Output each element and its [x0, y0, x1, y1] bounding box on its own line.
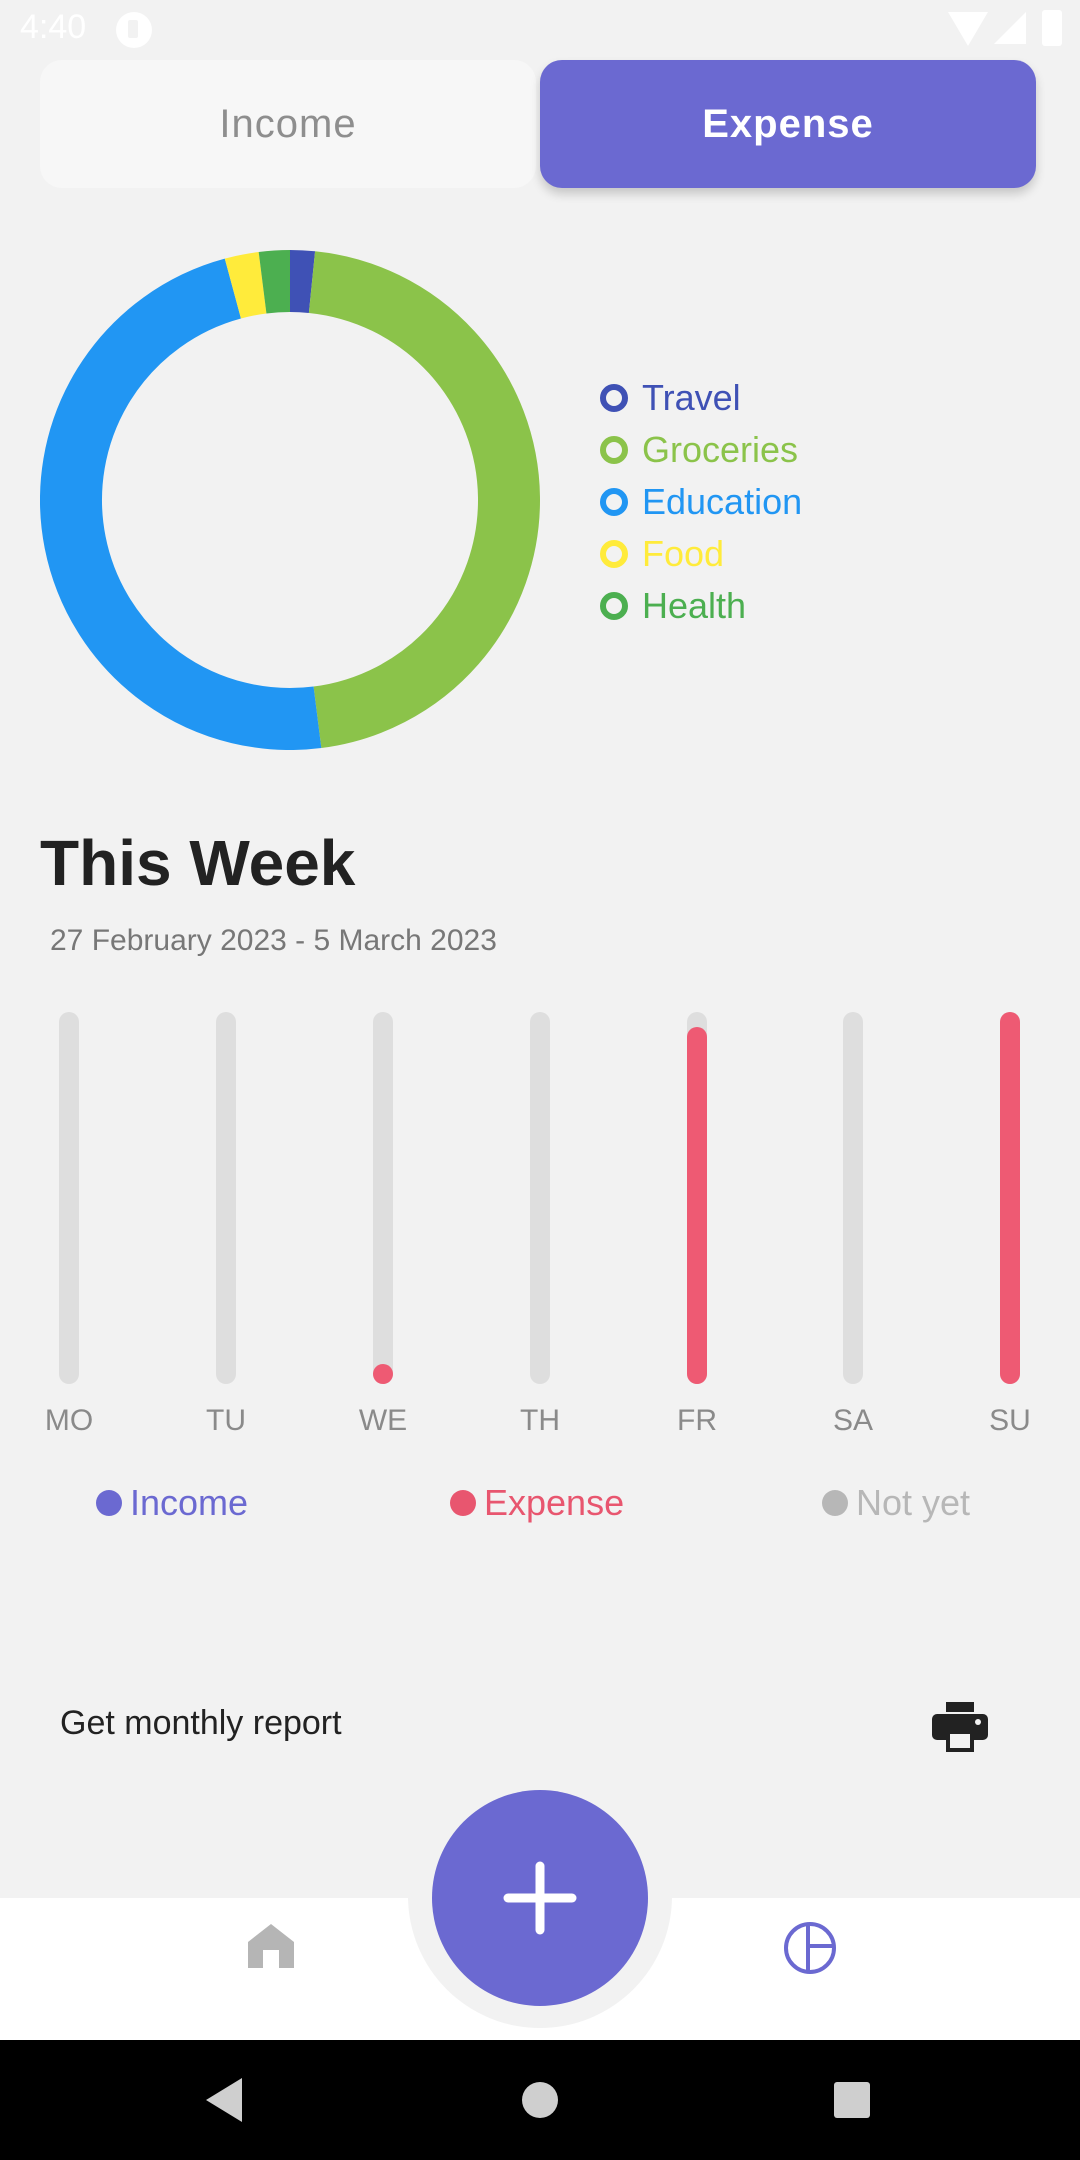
donut-slice-travel: [289, 250, 316, 313]
bar-track-tu: [216, 1012, 236, 1384]
status-clock: 4:40: [20, 8, 87, 46]
legend-item-food: Food: [600, 528, 802, 580]
home-icon[interactable]: [246, 1920, 296, 1970]
income-tab[interactable]: Income: [40, 60, 536, 188]
legend-dot-travel: [600, 384, 628, 412]
legend-item-travel: Travel: [600, 372, 802, 424]
bar-legend-income: Income: [96, 1482, 248, 1524]
expense-tab[interactable]: Expense: [540, 60, 1036, 188]
bar-fill-we: [373, 1364, 393, 1384]
notification-app-icon: [116, 12, 152, 48]
status-bar: 4:40: [0, 0, 1080, 60]
day-label-th: TH: [520, 1404, 560, 1437]
bar-track-th: [530, 1012, 550, 1384]
add-transaction-button[interactable]: [432, 1790, 648, 2006]
bar-legend-label-expense: Expense: [484, 1482, 625, 1523]
legend-label-groceries: Groceries: [642, 429, 799, 470]
week-date-range: 27 February 2023 - 5 March 2023: [50, 924, 497, 957]
legend-label-travel: Travel: [642, 377, 741, 418]
donut-slice-education: [40, 258, 322, 750]
legend-label-health: Health: [642, 585, 747, 626]
legend-dot-groceries: [600, 436, 628, 464]
donut-slice-health: [258, 250, 291, 314]
day-label-su: SU: [989, 1404, 1031, 1437]
bar-legend-not-yet: Not yet: [822, 1482, 970, 1524]
legend-item-education: Education: [600, 476, 802, 528]
legend-dot-food: [600, 540, 628, 568]
home-circle-icon[interactable]: [522, 2082, 558, 2118]
legend-item-groceries: Groceries: [600, 424, 802, 476]
donut-slice-food: [224, 251, 267, 319]
bar-fill-su: [1000, 1012, 1020, 1384]
bar-track-mo: [59, 1012, 79, 1384]
legend-label-food: Food: [642, 533, 725, 574]
bar-legend-label-income: Income: [130, 1482, 249, 1523]
donut-slice-groceries: [308, 251, 540, 749]
day-label-fr: FR: [677, 1404, 717, 1437]
bar-track-fr: [687, 1012, 707, 1384]
bar-track-we: [373, 1012, 393, 1384]
day-label-sa: SA: [832, 1404, 874, 1437]
expense-donut-chart: [40, 250, 540, 750]
bar-legend-dot-not-yet: [822, 1490, 848, 1516]
bar-fill-fr: [687, 1027, 707, 1384]
bar-legend-expense: Expense: [450, 1482, 624, 1524]
day-label-tu: TU: [206, 1404, 246, 1437]
recents-icon[interactable]: [834, 2082, 870, 2118]
monthly-report-label[interactable]: Get monthly report: [60, 1704, 342, 1742]
section-title: This Week: [40, 827, 356, 899]
legend-dot-education: [600, 488, 628, 516]
bar-track-sa: [843, 1012, 863, 1384]
battery-icon: [1042, 10, 1062, 46]
legend-item-health: Health: [600, 580, 802, 632]
back-icon[interactable]: [206, 2078, 242, 2122]
bar-legend-dot-income: [96, 1490, 122, 1516]
day-label-we: WE: [358, 1404, 408, 1437]
chart-icon[interactable]: [782, 1920, 838, 1976]
day-label-mo: MO: [44, 1404, 94, 1437]
plus-icon: [503, 1861, 577, 1935]
signal-icon: [994, 12, 1026, 44]
legend-label-education: Education: [642, 481, 803, 522]
wifi-icon: [948, 12, 988, 46]
bar-track-su: [1000, 1012, 1020, 1384]
legend-dot-health: [600, 592, 628, 620]
bar-legend-dot-expense: [450, 1490, 476, 1516]
bar-legend-label-not-yet: Not yet: [856, 1482, 971, 1523]
printer-icon[interactable]: [932, 1702, 988, 1752]
category-legend: Travel Groceries Education Food Health: [600, 372, 802, 632]
